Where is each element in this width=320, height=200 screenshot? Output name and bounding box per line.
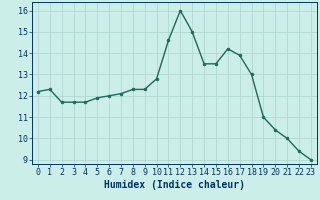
X-axis label: Humidex (Indice chaleur): Humidex (Indice chaleur) [104, 180, 245, 190]
